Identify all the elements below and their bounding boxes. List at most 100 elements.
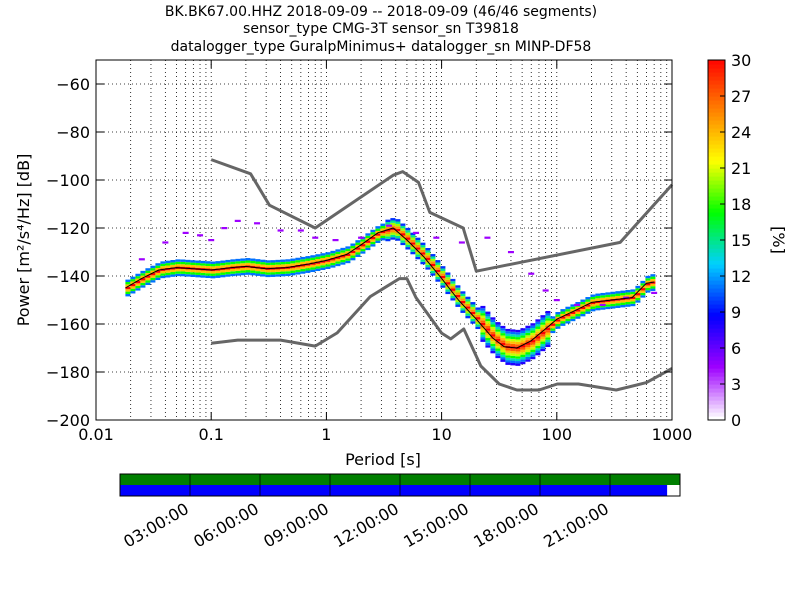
chart-title-line-1: BK.BK67.00.HHZ 2018-09-09 -- 2018-09-09 … <box>165 4 597 20</box>
pdf-cell <box>235 268 241 271</box>
pdf-cell <box>430 273 436 276</box>
colorbar-segment <box>708 100 725 105</box>
pdf-cell <box>360 239 366 242</box>
pdf-cell <box>210 273 216 276</box>
pdf-cell <box>435 262 441 265</box>
pdf-cell <box>270 260 276 263</box>
colorbar-segment <box>708 184 725 189</box>
pdf-cell <box>380 226 386 229</box>
pdf-cell <box>365 240 371 243</box>
pdf-cell <box>285 268 291 272</box>
outlier-cell <box>433 236 440 239</box>
pdf-cell <box>410 242 416 245</box>
pdf-cell <box>645 278 651 281</box>
pdf-cell <box>545 330 551 333</box>
pdf-cell <box>420 261 426 265</box>
pdf-cell <box>590 294 596 297</box>
pdf-cell <box>520 352 526 355</box>
pdf-cell <box>135 283 141 286</box>
pdf-cell <box>130 286 136 289</box>
pdf-cell <box>485 338 491 341</box>
pdf-cell <box>495 322 501 325</box>
pdf-cell <box>540 327 546 330</box>
colorbar-segment <box>708 64 725 69</box>
pdf-cell <box>520 359 526 362</box>
pdf-cell <box>140 280 146 283</box>
colorbar-segment <box>708 296 725 301</box>
pdf-cell <box>230 261 236 265</box>
pdf-cell <box>565 318 571 322</box>
pdf-cell <box>340 247 346 251</box>
pdf-cell <box>460 305 466 309</box>
pdf-cell <box>525 328 531 331</box>
pdf-cell <box>290 270 296 273</box>
outlier-cell <box>507 251 514 254</box>
outlier-cell <box>386 224 393 227</box>
pdf-cell <box>420 245 426 248</box>
pdf-cell <box>210 266 216 269</box>
pdf-cell <box>370 241 376 245</box>
x-axis-label: Period [s] <box>345 450 421 469</box>
outlier-cell <box>254 222 261 225</box>
pdf-cell <box>335 251 341 255</box>
pdf-cell <box>525 352 531 355</box>
outlier-cell <box>528 272 535 275</box>
colorbar-tick-label: 9 <box>731 303 741 322</box>
pdf-cell <box>545 339 551 343</box>
pdf-cell <box>295 257 301 261</box>
colorbar-segment <box>708 284 725 289</box>
pdf-cell <box>160 261 166 264</box>
pdf-cell <box>440 273 446 276</box>
pdf-cell <box>600 304 606 308</box>
pdf-cell <box>395 223 401 227</box>
pdf-cell <box>535 340 541 344</box>
outlier-cell <box>234 219 241 222</box>
x-tick-label: 10 <box>431 425 451 444</box>
pdf-cell <box>625 294 631 298</box>
colorbar-segment <box>708 384 725 389</box>
pdf-cell <box>125 282 131 285</box>
colorbar-segment <box>708 376 725 381</box>
pdf-cell <box>490 343 496 347</box>
pdf-cell <box>575 306 581 310</box>
pdf-cell <box>225 271 231 275</box>
pdf-cell <box>480 339 486 342</box>
pdf-cell <box>485 326 491 329</box>
pdf-cell <box>530 356 536 360</box>
pdf-cell <box>200 272 206 276</box>
colorbar-segment <box>708 204 725 209</box>
pdf-cell <box>365 233 371 236</box>
pdf-cell <box>355 249 361 253</box>
pdf-cell <box>250 258 256 261</box>
pdf-cell <box>420 242 426 246</box>
y-tick-label: −180 <box>46 363 90 382</box>
pdf-cell <box>505 355 511 358</box>
pdf-cell <box>155 270 161 273</box>
pdf-cell <box>500 342 506 346</box>
pdf-cell <box>280 261 286 265</box>
pdf-cell <box>430 263 436 267</box>
pdf-cell <box>415 254 421 257</box>
pdf-cell <box>255 273 261 276</box>
pdf-cell <box>520 340 526 343</box>
pdf-cell <box>635 300 641 303</box>
colorbar-segment <box>708 200 725 205</box>
colorbar-segment <box>708 172 725 177</box>
pdf-cell <box>515 353 521 357</box>
pdf-cell <box>515 356 521 359</box>
colorbar-segment <box>708 236 725 241</box>
colorbar-segment <box>708 168 725 173</box>
main-axes: 0.01 0.1 1 10 100 1000 −200 −180 −160 −140 −120 −10… <box>46 59 692 444</box>
pdf-cell <box>135 280 141 284</box>
pdf-cell <box>165 263 171 266</box>
pdf-cell <box>410 251 416 255</box>
pdf-cell <box>280 269 286 272</box>
pdf-cell <box>205 275 211 279</box>
pdf-cell <box>485 321 491 324</box>
colorbar-segment <box>708 180 725 185</box>
colorbar-segment <box>708 72 725 77</box>
pdf-cell <box>195 270 201 273</box>
pdf-cell <box>435 276 441 280</box>
pdf-cell <box>485 318 491 322</box>
pdf-cell <box>140 285 146 288</box>
